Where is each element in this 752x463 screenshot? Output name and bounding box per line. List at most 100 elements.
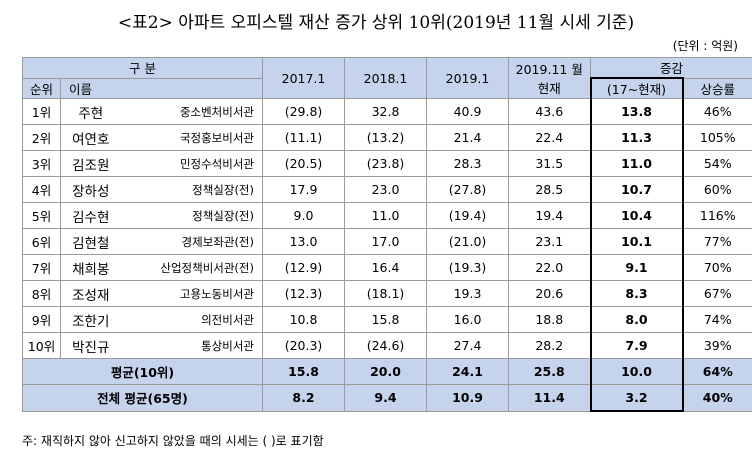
position-cell: 의전비서관 — [120, 306, 263, 333]
value-now-cell: 23.1 — [508, 228, 591, 255]
value-2019-cell: 16.0 — [426, 306, 509, 333]
rate-cell: 60% — [681, 176, 752, 203]
position-cell: 민정수석비서관 — [120, 150, 263, 177]
rank-cell: 8위 — [22, 280, 61, 307]
avg-label: 평균(10위) — [22, 358, 263, 385]
rate-cell: 105% — [681, 124, 752, 151]
rank-cell: 1위 — [22, 98, 61, 125]
name-cell: 박진규 — [60, 332, 121, 359]
header-now: 2019.11 월 현재 — [508, 57, 591, 99]
rate-cell: 116% — [681, 202, 752, 229]
value-2019-cell: (19.3) — [426, 254, 509, 281]
change-cell: 8.3 — [589, 280, 684, 307]
value-2019-cell: 28.3 — [426, 150, 509, 177]
rank-cell: 6위 — [22, 228, 61, 255]
value-2019-cell: (27.8) — [426, 176, 509, 203]
table-row: 6위 김현철 경제보좌관(전) 13.0 17.0 (21.0) 23.1 10.1 77% — [22, 228, 752, 255]
table-row: 2위 여연호 국정홍보비서관 (11.1) (13.2) 21.4 22.4 11.3 105% — [22, 124, 752, 151]
rank-cell: 2위 — [22, 124, 61, 151]
rate-cell: 39% — [681, 332, 752, 359]
table-row: 7위 채희봉 산업정책비서관(전) (12.9) 16.4 (19.3) 22.0 9.1 70… — [22, 254, 752, 281]
rank-cell: 5위 — [22, 202, 61, 229]
table-row: 3위 김조원 민정수석비서관 (20.5) (23.8) 28.3 31.5 11.0 54% — [22, 150, 752, 177]
value-2018-cell: 17.0 — [344, 228, 427, 255]
table-row: 10위 박진규 통상비서관 (20.3) (24.6) 27.4 28.2 7.9 39% — [22, 332, 752, 359]
avg-y2019-cell: 24.1 — [426, 358, 509, 385]
value-2017-cell: (20.5) — [262, 150, 345, 177]
change-cell: 10.4 — [589, 202, 684, 229]
avg10-row: 평균(10위) 15.8 20.0 24.1 25.8 10.0 64% — [22, 358, 752, 385]
table-row: 4위 장하성 정책실장(전) 17.9 23.0 (27.8) 28.5 10.7 60% — [22, 176, 752, 203]
value-2017-cell: (12.3) — [262, 280, 345, 307]
value-2019-cell: 21.4 — [426, 124, 509, 151]
value-now-cell: 22.0 — [508, 254, 591, 281]
position-cell: 정책실장(전) — [120, 202, 263, 229]
avg65-row: 전체 평균(65명) 8.2 9.4 10.9 11.4 3.2 40% — [22, 384, 752, 412]
header-2019: 2019.1 — [426, 57, 509, 99]
value-now-cell: 28.2 — [508, 332, 591, 359]
footnote: 주: 재직하지 않아 신고하지 않았을 때의 시세는 ( )로 표기함 — [22, 434, 324, 448]
value-now-cell: 28.5 — [508, 176, 591, 203]
table-row: 1위 주현 중소벤처비서관 (29.8) 32.8 40.9 43.6 13.8 46% — [22, 98, 752, 125]
table-row: 5위 김수현 정책실장(전) 9.0 11.0 (19.4) 19.4 10.4 116% — [22, 202, 752, 229]
position-cell: 산업정책비서관(전) — [120, 254, 263, 281]
value-2018-cell: 23.0 — [344, 176, 427, 203]
position-cell: 통상비서관 — [120, 332, 263, 359]
name-cell: 김조원 — [60, 150, 121, 177]
table-title: <표2> 아파트 오피스텔 재산 증가 상위 10위(2019년 11월 시세 … — [117, 13, 635, 33]
avg-y2018-cell: 9.4 — [344, 384, 427, 412]
position-cell: 국정홍보비서관 — [120, 124, 263, 151]
value-2019-cell: 40.9 — [426, 98, 509, 125]
value-2017-cell: 17.9 — [262, 176, 345, 203]
value-2017-cell: 10.8 — [262, 306, 345, 333]
avg-chg-cell: 10.0 — [589, 358, 684, 385]
value-2017-cell: (20.3) — [262, 332, 345, 359]
avg-now-cell: 11.4 — [508, 384, 591, 412]
value-now-cell: 31.5 — [508, 150, 591, 177]
value-2017-cell: 9.0 — [262, 202, 345, 229]
value-2018-cell: (13.2) — [344, 124, 427, 151]
header-name: 이름 — [60, 77, 263, 99]
name-cell: 여연호 — [60, 124, 121, 151]
value-2019-cell: 19.3 — [426, 280, 509, 307]
table-row: 8위 조성재 고용노동비서관 (12.3) (18.1) 19.3 20.6 8.3 67% — [22, 280, 752, 307]
change-cell: 8.0 — [589, 306, 684, 333]
rate-cell: 77% — [681, 228, 752, 255]
value-2019-cell: (21.0) — [426, 228, 509, 255]
avg-rate-cell: 64% — [681, 358, 752, 385]
rate-cell: 54% — [681, 150, 752, 177]
change-cell: 11.3 — [589, 124, 684, 151]
value-now-cell: 20.6 — [508, 280, 591, 307]
avg-y2017-cell: 15.8 — [262, 358, 345, 385]
avg-rate-cell: 40% — [681, 384, 752, 412]
name-cell: 주현 — [60, 98, 121, 125]
value-now-cell: 19.4 — [508, 202, 591, 229]
name-cell: 김수현 — [60, 202, 121, 229]
position-cell: 고용노동비서관 — [120, 280, 263, 307]
header-rank: 순위 — [22, 77, 61, 99]
value-2019-cell: (19.4) — [426, 202, 509, 229]
change-cell: 10.1 — [589, 228, 684, 255]
value-2018-cell: 16.4 — [344, 254, 427, 281]
change-cell: 7.9 — [589, 332, 684, 359]
change-cell: 11.0 — [589, 150, 684, 177]
value-2017-cell: (29.8) — [262, 98, 345, 125]
value-2018-cell: 32.8 — [344, 98, 427, 125]
name-cell: 장하성 — [60, 176, 121, 203]
rank-cell: 3위 — [22, 150, 61, 177]
avg-chg-cell: 3.2 — [589, 384, 684, 412]
value-now-cell: 22.4 — [508, 124, 591, 151]
change-cell: 10.7 — [589, 176, 684, 203]
name-cell: 조한기 — [60, 306, 121, 333]
rank-cell: 9위 — [22, 306, 61, 333]
asset-table: 구 분 2017.1 2018.1 2019.1 2019.11 월 현재 증감… — [22, 57, 752, 412]
header-rate: 상승률 — [681, 77, 752, 99]
header-2018: 2018.1 — [344, 57, 427, 99]
table-row: 9위 조한기 의전비서관 10.8 15.8 16.0 18.8 8.0 74% — [22, 306, 752, 333]
name-cell: 김현철 — [60, 228, 121, 255]
avg-y2018-cell: 20.0 — [344, 358, 427, 385]
value-2018-cell: (18.1) — [344, 280, 427, 307]
rank-cell: 7위 — [22, 254, 61, 281]
value-2019-cell: 27.4 — [426, 332, 509, 359]
value-now-cell: 43.6 — [508, 98, 591, 125]
